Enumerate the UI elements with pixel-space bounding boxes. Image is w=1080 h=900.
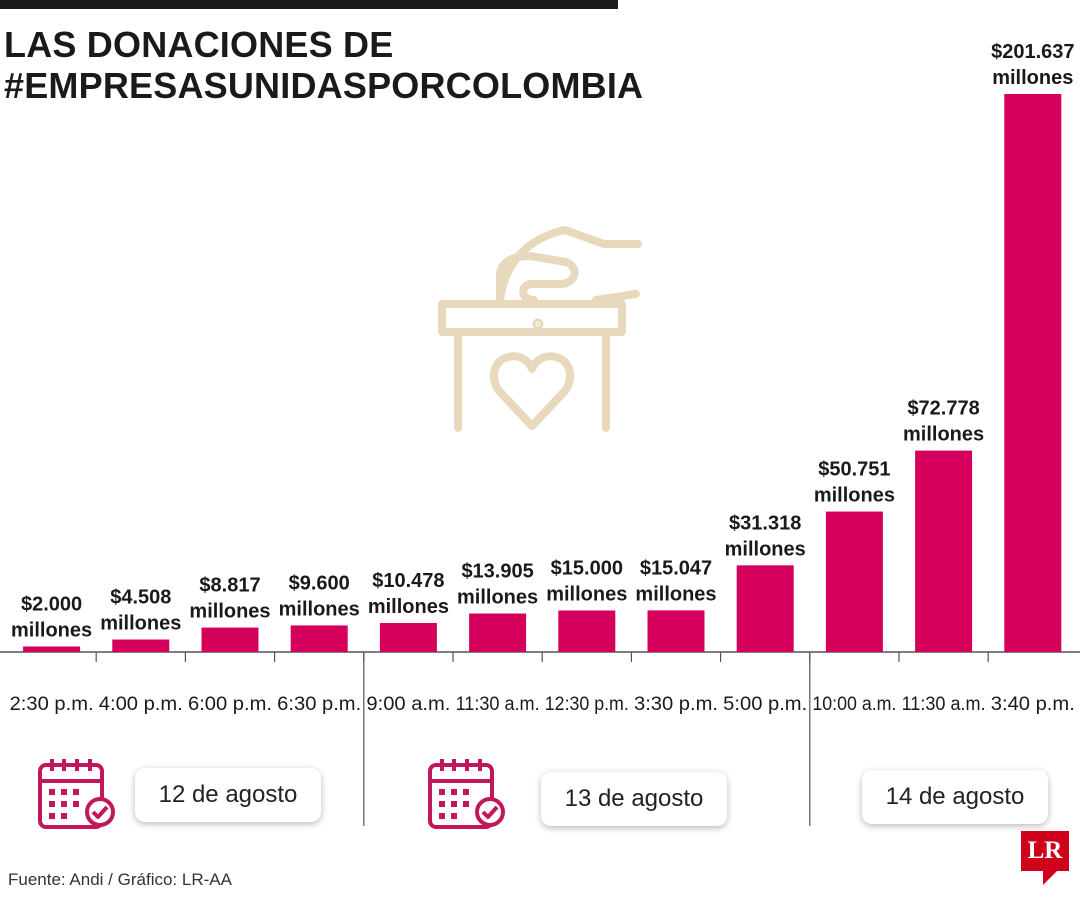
chart-title-line-1: LAS DONACIONES DE bbox=[4, 24, 394, 65]
x-tick-label: 4:00 p.m. bbox=[99, 694, 183, 715]
bar-value-label: $10.478 millones bbox=[368, 570, 449, 618]
bar bbox=[915, 450, 973, 652]
ballot-box-heart-icon bbox=[438, 226, 642, 432]
bar bbox=[736, 565, 794, 652]
bar-value-label: $9.600 millones bbox=[279, 572, 360, 620]
bar-value-label: $31.318 millones bbox=[725, 512, 806, 560]
x-tick-label: 3:40 p.m. bbox=[991, 694, 1075, 715]
bar-value-label: $2.000 millones bbox=[11, 593, 92, 641]
bars-layer: $2.000 millones 2:30 p.m. $4.508 millones 4:0… bbox=[10, 41, 1075, 826]
bar bbox=[23, 646, 81, 652]
bar bbox=[201, 627, 259, 652]
date-label-12-agosto: 12 de agosto bbox=[135, 768, 321, 822]
bar bbox=[1004, 94, 1062, 652]
chart-title: LAS DONACIONES DE #EMPRESASUNIDASPORCOLO… bbox=[4, 24, 643, 106]
bar-value-label: $72.778 millones bbox=[903, 398, 984, 446]
calendar-check-icon bbox=[38, 759, 115, 829]
bar bbox=[825, 511, 883, 652]
bar-value-label: $201.637 millones bbox=[991, 41, 1074, 89]
date-label-14-agosto: 14 de agosto bbox=[862, 770, 1048, 824]
x-tick-label: 5:00 p.m. bbox=[723, 694, 807, 715]
x-tick-label: 11:30 a.m. bbox=[456, 694, 540, 715]
lr-logo: LR bbox=[1021, 831, 1069, 871]
bar bbox=[647, 610, 705, 652]
calendar-check-icon bbox=[428, 759, 505, 829]
bar bbox=[112, 639, 170, 652]
date-label-13-agosto: 13 de agosto bbox=[541, 772, 727, 826]
chart-title-line-2: #EMPRESASUNIDASPORCOLOMBIA bbox=[4, 65, 644, 106]
bar bbox=[379, 623, 437, 652]
bar bbox=[558, 610, 616, 652]
x-tick-label: 3:30 p.m. bbox=[634, 694, 718, 715]
bar-value-label: $15.000 millones bbox=[546, 557, 627, 605]
x-tick-label: 2:30 p.m. bbox=[10, 694, 94, 715]
bar bbox=[469, 613, 527, 652]
x-tick-label: 6:00 p.m. bbox=[188, 694, 272, 715]
bar bbox=[290, 625, 348, 652]
source-note: Fuente: Andi / Gráfico: LR-AA bbox=[8, 870, 232, 889]
top-rule bbox=[0, 0, 618, 9]
bar-value-label: $15.047 millones bbox=[635, 557, 716, 605]
x-tick-label: 10:00 a.m. bbox=[812, 694, 896, 715]
x-tick-label: 12:30 p.m. bbox=[545, 694, 629, 715]
x-tick-label: 6:30 p.m. bbox=[277, 694, 361, 715]
lr-logo-tail bbox=[1043, 871, 1057, 885]
x-tick-label: 11:30 a.m. bbox=[902, 694, 986, 715]
bar-value-label: $50.751 millones bbox=[814, 459, 895, 507]
bar-value-label: $13.905 millones bbox=[457, 561, 538, 609]
bar-value-label: $8.817 millones bbox=[189, 575, 270, 623]
x-tick-label: 9:00 a.m. bbox=[366, 694, 450, 715]
bar-value-label: $4.508 millones bbox=[100, 587, 181, 635]
